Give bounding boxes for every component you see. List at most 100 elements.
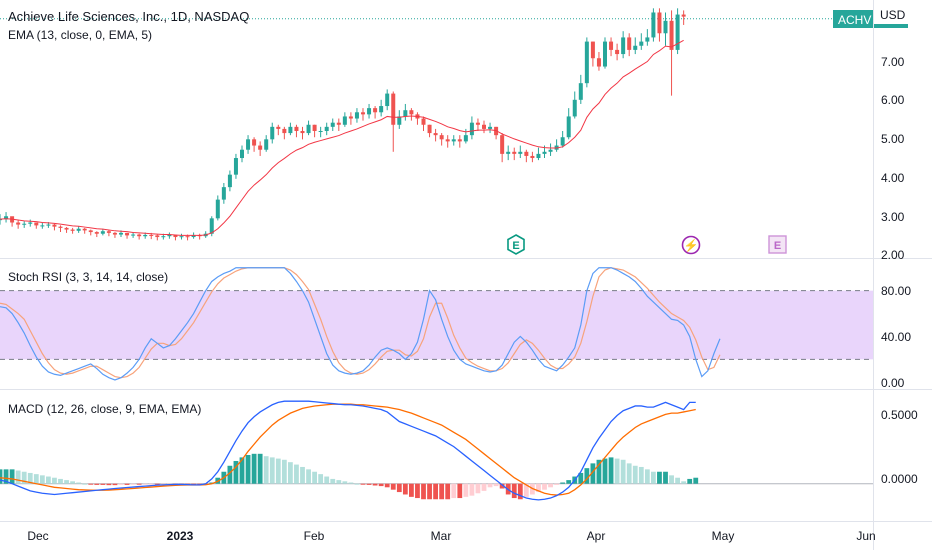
candle-down (512, 151, 517, 154)
macd-histogram-bar (52, 477, 57, 484)
candle-up (270, 126, 275, 140)
candle-up (46, 224, 51, 226)
candle-down (669, 20, 674, 50)
macd-histogram-bar (451, 483, 457, 499)
candle-up (209, 218, 214, 234)
candle-up (651, 12, 656, 38)
macd-histogram-bar (33, 474, 39, 484)
macd-histogram-bar (511, 483, 517, 499)
macd-histogram-bar (687, 478, 693, 484)
candle-down (312, 124, 317, 131)
candle-down (112, 232, 117, 235)
candle-up (100, 231, 105, 234)
candle-up (22, 223, 27, 225)
candle-down (282, 128, 287, 134)
macd-histogram-bar (64, 480, 69, 484)
upcoming-earnings-marker[interactable]: E (768, 235, 787, 254)
earnings-event-marker[interactable]: E (507, 234, 525, 255)
time-tick: May (712, 529, 735, 543)
candle-up (143, 234, 148, 237)
macd-histogram-bar (336, 480, 342, 484)
macd-histogram-bar (415, 483, 420, 499)
macd-histogram-bar (354, 483, 360, 485)
macd-histogram-bar (257, 453, 263, 484)
macd-histogram-bar (15, 470, 21, 484)
time-tick: Mar (431, 529, 452, 543)
time-tick: 2023 (167, 529, 194, 543)
candle-up (548, 149, 553, 152)
candle-up (645, 37, 650, 42)
macd-histogram-bar (493, 483, 499, 487)
price-tick: 4.00 (881, 171, 905, 185)
earnings-upcoming-icon: E (774, 240, 781, 252)
lightning-icon: ⚡ (684, 239, 699, 253)
candle-up (342, 116, 347, 125)
candle-down (82, 228, 87, 231)
candle-down (58, 226, 63, 228)
macd-histogram-bar (475, 483, 481, 494)
time-tick: Dec (27, 529, 48, 543)
macd-histogram-bar (657, 471, 662, 484)
candle-down (596, 58, 601, 67)
candle-down (348, 116, 353, 119)
macd-histogram-bar (578, 472, 584, 484)
candle-up (675, 14, 680, 50)
macd-histogram-bar (191, 483, 196, 485)
macd-histogram-bar (76, 482, 82, 484)
ema-line (0, 39, 684, 236)
macd-histogram-bar (245, 455, 251, 484)
time-tick: Apr (587, 529, 606, 543)
macd-histogram-bar (602, 458, 608, 484)
macd-histogram-bar (681, 481, 687, 484)
stoch-tick: 40.00 (881, 330, 911, 344)
candle-up (221, 187, 226, 200)
candle-down (590, 41, 595, 59)
candle-up (469, 122, 474, 136)
macd-histogram-bar (281, 459, 287, 484)
candle-up (367, 108, 372, 115)
stoch-k-line (0, 267, 721, 381)
macd-histogram-bar (614, 458, 620, 484)
macd-histogram-bar (651, 471, 656, 484)
price-tick: 6.00 (881, 93, 905, 107)
earnings-icon: E (512, 240, 519, 252)
candle-down (276, 126, 281, 129)
candle-down (16, 222, 21, 225)
candle-up (40, 225, 45, 227)
candle-down (445, 139, 450, 142)
dividend-event-marker[interactable]: ⚡ (681, 235, 701, 255)
macd-histogram-bar (560, 482, 566, 484)
macd-histogram-bar (3, 469, 9, 484)
macd-histogram-bar (596, 459, 602, 484)
stoch-tick: 80.00 (881, 284, 911, 298)
candle-up (76, 228, 81, 231)
price-tick: 2.00 (881, 248, 905, 262)
candle-up (572, 99, 577, 117)
macd-histogram-bar (288, 462, 293, 484)
macd-histogram-bar (632, 465, 638, 484)
candle-down (125, 232, 130, 236)
macd-histogram-bar (70, 481, 75, 484)
price-tick: 5.00 (881, 132, 905, 146)
chart-layers (0, 8, 873, 501)
macd-histogram-bar (342, 481, 348, 484)
candle-up (191, 234, 196, 238)
macd-histogram-bar (9, 469, 15, 484)
candle-up (621, 37, 626, 55)
macd-histogram-bar (106, 483, 112, 486)
macd-histogram-bar (251, 453, 257, 484)
candle-up (560, 137, 565, 146)
candle-down (34, 222, 39, 226)
ema-legend: EMA (13, close, 0, EMA, 5) (8, 28, 152, 42)
candle-down (155, 235, 160, 238)
stoch-tick: 0.00 (881, 376, 905, 390)
macd-histogram-bar (487, 483, 493, 488)
time-tick: Jun (856, 529, 875, 543)
macd-histogram-bar (227, 465, 233, 484)
candle-up (354, 112, 359, 119)
candle-down (524, 151, 529, 156)
macd-histogram-bar (136, 483, 142, 485)
candle-down (361, 112, 365, 115)
macd-histogram-bar (402, 483, 408, 495)
